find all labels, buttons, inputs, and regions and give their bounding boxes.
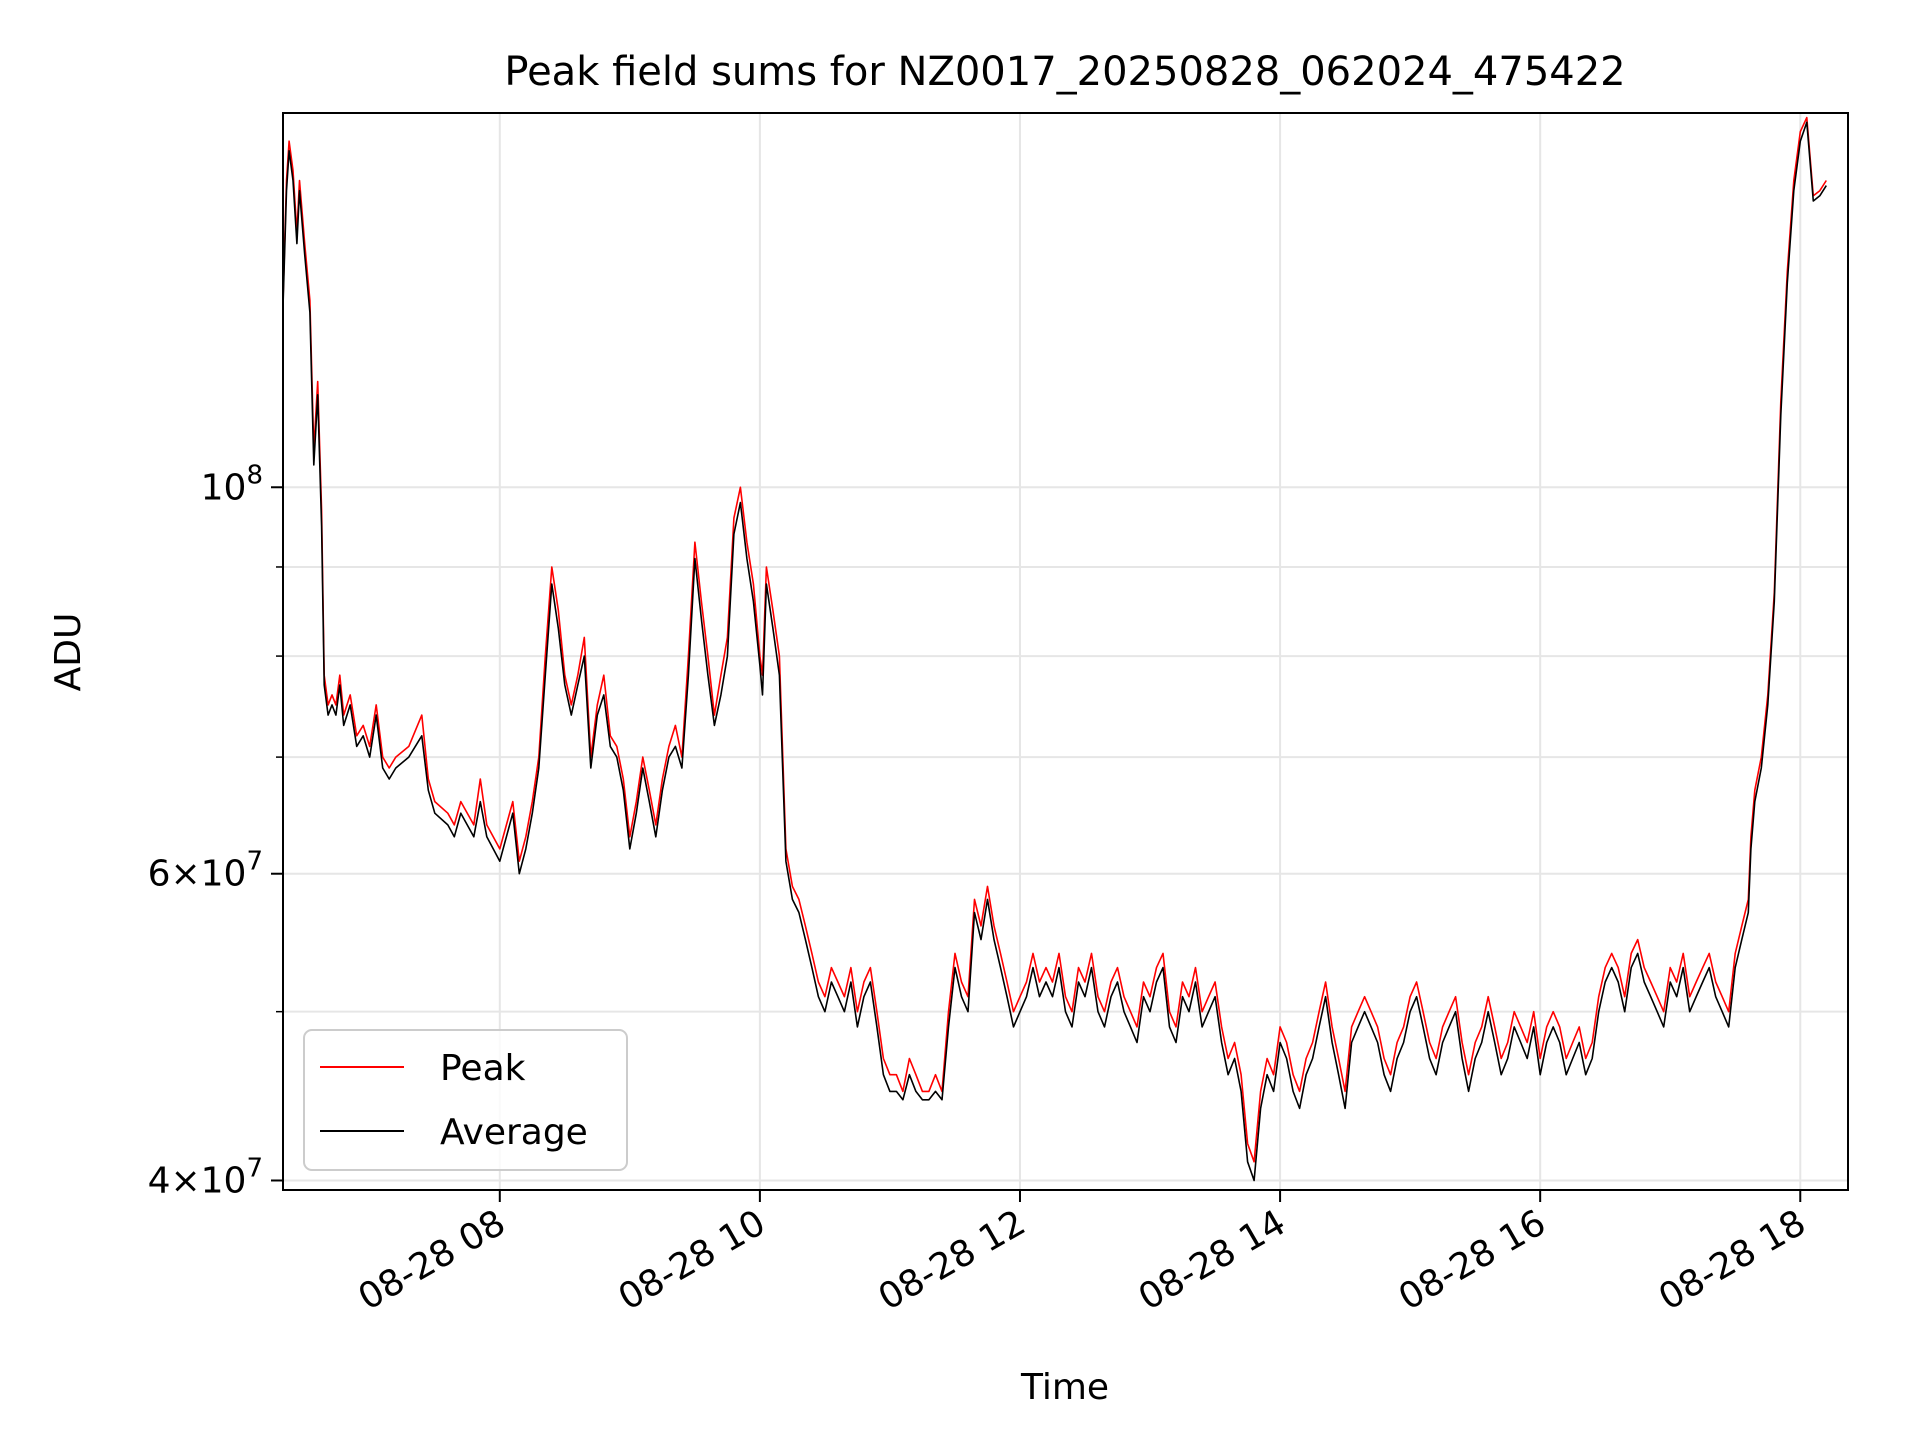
series-lines	[282, 116, 1827, 1182]
y-tick-label: 108	[201, 460, 263, 508]
legend-label-average: Average	[440, 1112, 588, 1153]
grid-lines	[283, 113, 1848, 1190]
chart-title: Peak field sums for NZ0017_20250828_0620…	[504, 49, 1625, 95]
y-axis-label: ADU	[48, 613, 89, 692]
y-tick-label: 4×107	[148, 1153, 263, 1201]
x-axis-label: Time	[1020, 1367, 1109, 1408]
y-axis: 4×107 6×107 108	[148, 460, 283, 1201]
plot-area-frame	[282, 112, 1849, 1191]
series-line-average	[282, 121, 1827, 1182]
legend: Peak Average	[303, 1029, 628, 1171]
legend-label-peak: Peak	[440, 1048, 526, 1089]
y-tick-label: 6×107	[148, 847, 263, 895]
legend-box	[303, 1029, 628, 1171]
